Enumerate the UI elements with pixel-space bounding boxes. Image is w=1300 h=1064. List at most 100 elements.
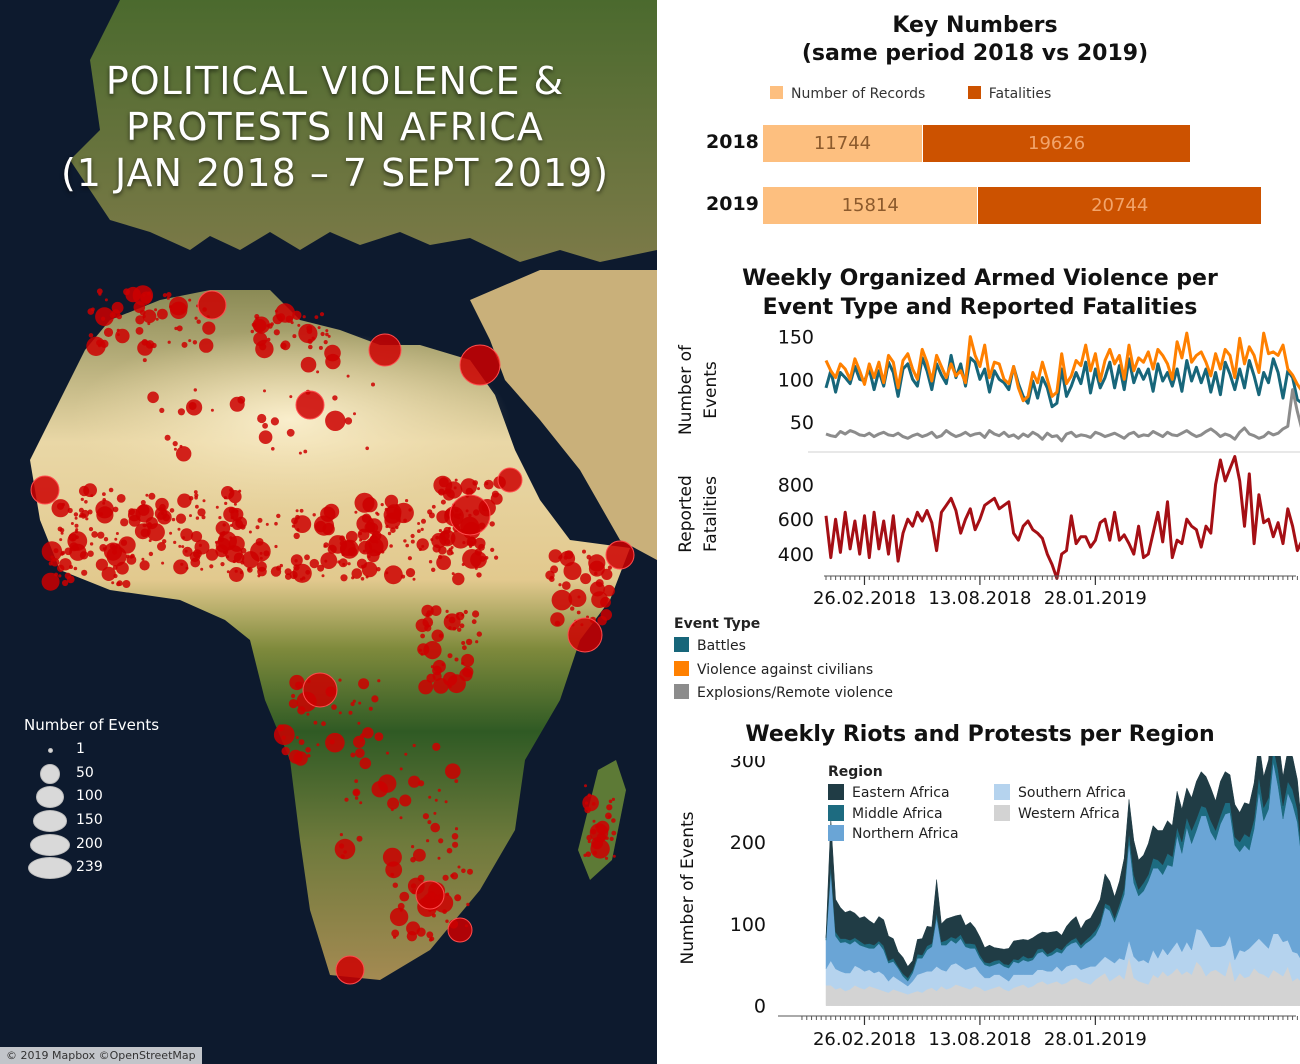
- event-dot[interactable]: [181, 341, 188, 348]
- event-dot[interactable]: [422, 813, 429, 820]
- event-dot[interactable]: [590, 839, 610, 859]
- event-dot[interactable]: [202, 321, 216, 335]
- event-dot[interactable]: [285, 315, 294, 323]
- event-dot[interactable]: [305, 569, 311, 575]
- event-dot[interactable]: [157, 509, 172, 525]
- event-dot[interactable]: [225, 555, 230, 559]
- event-dot[interactable]: [162, 293, 167, 298]
- event-dot[interactable]: [604, 856, 609, 860]
- event-dot[interactable]: [356, 835, 363, 842]
- event-dot[interactable]: [380, 503, 384, 507]
- event-dot[interactable]: [323, 542, 329, 548]
- event-dot[interactable]: [272, 314, 283, 325]
- event-dot[interactable]: [69, 542, 79, 552]
- event-dot[interactable]: [454, 779, 459, 783]
- event-dot[interactable]: [608, 799, 613, 804]
- event-dot[interactable]: [321, 574, 325, 578]
- event-dot[interactable]: [611, 797, 616, 802]
- event-dot[interactable]: [215, 505, 219, 509]
- event-dot[interactable]: [179, 444, 183, 448]
- event-dot[interactable]: [445, 919, 449, 923]
- event-dot[interactable]: [141, 557, 145, 561]
- event-dot[interactable]: [554, 620, 561, 626]
- event-dot[interactable]: [193, 388, 197, 392]
- event-dot[interactable]: [70, 522, 74, 525]
- event-dot[interactable]: [51, 499, 70, 518]
- event-dot[interactable]: [293, 574, 297, 579]
- event-dot[interactable]: [103, 537, 109, 542]
- event-dot[interactable]: [180, 528, 194, 542]
- event-dot[interactable]: [375, 511, 379, 515]
- event-dot[interactable]: [118, 536, 136, 554]
- event-dot[interactable]: [89, 542, 94, 546]
- event-dot[interactable]: [112, 565, 118, 570]
- event-dot[interactable]: [385, 571, 389, 575]
- event-dot-large[interactable]: [605, 540, 635, 570]
- event-dot[interactable]: [432, 742, 441, 751]
- event-dot[interactable]: [73, 512, 79, 517]
- event-dot[interactable]: [405, 568, 416, 578]
- event-dot[interactable]: [274, 309, 278, 313]
- event-dot[interactable]: [75, 528, 79, 532]
- event-dot[interactable]: [135, 504, 154, 523]
- event-dot[interactable]: [457, 627, 462, 632]
- event-dot[interactable]: [433, 811, 437, 815]
- event-dot[interactable]: [252, 316, 270, 334]
- event-dot[interactable]: [368, 549, 373, 554]
- africa-map[interactable]: [0, 0, 657, 1064]
- event-dot[interactable]: [437, 788, 441, 792]
- event-dot[interactable]: [176, 446, 192, 462]
- event-dot[interactable]: [387, 531, 392, 536]
- event-dot[interactable]: [248, 530, 252, 534]
- event-dot[interactable]: [417, 529, 421, 533]
- event-dot[interactable]: [461, 641, 466, 645]
- event-dot[interactable]: [95, 558, 108, 571]
- event-dot[interactable]: [221, 486, 235, 500]
- event-dot[interactable]: [122, 580, 131, 588]
- event-dot[interactable]: [84, 500, 88, 504]
- event-dot[interactable]: [175, 513, 187, 524]
- event-dot[interactable]: [74, 523, 79, 528]
- event-dot[interactable]: [452, 572, 465, 586]
- event-dot[interactable]: [300, 356, 317, 373]
- event-dot[interactable]: [202, 499, 206, 503]
- event-dot[interactable]: [116, 580, 123, 587]
- event-dot[interactable]: [81, 509, 90, 518]
- event-dot[interactable]: [423, 641, 442, 660]
- event-dot[interactable]: [427, 820, 432, 825]
- event-dot[interactable]: [454, 827, 459, 831]
- event-dot[interactable]: [135, 327, 144, 335]
- event-dot[interactable]: [192, 340, 198, 345]
- event-dot[interactable]: [257, 517, 263, 523]
- event-dot[interactable]: [308, 344, 313, 350]
- event-dot[interactable]: [582, 549, 586, 554]
- event-dot[interactable]: [299, 508, 304, 513]
- event-dot[interactable]: [445, 615, 449, 619]
- event-dot[interactable]: [558, 583, 562, 587]
- event-dot[interactable]: [125, 554, 130, 559]
- event-dot[interactable]: [306, 328, 313, 334]
- event-dot[interactable]: [403, 539, 407, 543]
- event-dot[interactable]: [60, 552, 64, 556]
- event-dot[interactable]: [135, 315, 145, 325]
- event-dot[interactable]: [327, 334, 331, 338]
- event-dot[interactable]: [408, 775, 421, 788]
- event-dot[interactable]: [365, 575, 369, 579]
- event-dot[interactable]: [139, 560, 150, 571]
- event-dot[interactable]: [338, 711, 342, 715]
- area-eastern-africa[interactable]: [825, 756, 1300, 979]
- event-dot[interactable]: [182, 546, 193, 557]
- event-dot[interactable]: [186, 399, 203, 416]
- event-dot[interactable]: [305, 747, 311, 753]
- event-dot[interactable]: [102, 501, 106, 505]
- event-dot[interactable]: [446, 847, 453, 854]
- event-dot[interactable]: [173, 559, 189, 575]
- event-dot[interactable]: [233, 502, 237, 506]
- event-dot[interactable]: [325, 410, 346, 431]
- event-dot[interactable]: [273, 329, 280, 336]
- event-dot[interactable]: [472, 610, 480, 618]
- event-dot[interactable]: [286, 428, 295, 437]
- event-dot[interactable]: [428, 560, 433, 564]
- event-dot[interactable]: [371, 382, 375, 387]
- event-dot[interactable]: [170, 301, 188, 319]
